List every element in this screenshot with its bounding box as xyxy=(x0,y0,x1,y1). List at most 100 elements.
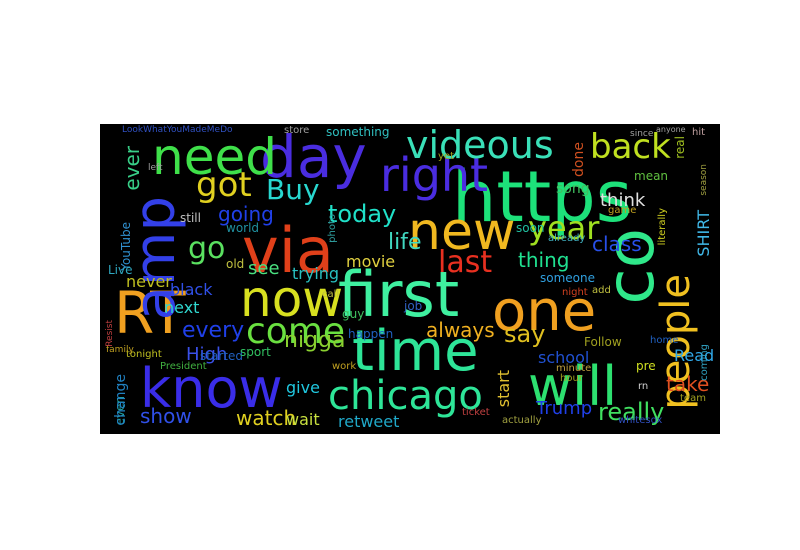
word-see: see xyxy=(248,258,280,279)
word-yet: yet xyxy=(438,151,454,162)
word-still: still xyxy=(180,211,201,225)
word-ticket: ticket xyxy=(462,407,490,418)
word-song: song xyxy=(556,181,590,197)
word-hour: hour xyxy=(560,373,583,384)
word-world: world xyxy=(226,221,260,235)
word-started: started xyxy=(200,349,243,363)
word-go: go xyxy=(188,231,226,266)
word-start: start xyxy=(494,370,513,408)
word-watch: watch xyxy=(236,406,297,430)
word-every: every xyxy=(182,318,245,343)
word-buy: Buy xyxy=(266,173,320,206)
word-season: season xyxy=(699,164,709,196)
word-time: time xyxy=(352,319,479,384)
word-happen: happen xyxy=(348,327,394,341)
word-right: right xyxy=(380,148,489,202)
word-someone: someone xyxy=(540,271,595,285)
word-say: say xyxy=(504,320,546,348)
word-going: going xyxy=(218,202,274,226)
word-will: will xyxy=(528,355,618,418)
word-game: game xyxy=(608,205,637,216)
word-literally: literally xyxy=(657,208,668,246)
word-life: life xyxy=(388,230,422,255)
word-family: family xyxy=(106,345,134,355)
word-school: school xyxy=(538,348,590,367)
word-next: next xyxy=(164,298,200,317)
word-already: already xyxy=(548,233,586,244)
word-actually: actually xyxy=(502,415,542,426)
word-ever: ever xyxy=(120,146,144,191)
word-pre: pre xyxy=(636,359,656,373)
word-since: since xyxy=(630,129,654,139)
word-know: know xyxy=(140,357,283,420)
word-come: come xyxy=(246,311,346,352)
word-home: home xyxy=(650,335,679,346)
word-left: left xyxy=(148,163,163,173)
word-sport: sport xyxy=(240,345,271,359)
word-anyone: anyone xyxy=(656,125,686,134)
word-today: today xyxy=(328,200,397,228)
word-read: Read xyxy=(674,346,715,365)
word-mean: mean xyxy=(634,169,669,183)
word-trying: trying xyxy=(292,264,340,283)
word-store: store xyxy=(284,125,310,136)
word-one: one xyxy=(492,279,597,344)
word-https: https xyxy=(452,156,633,238)
word-back: back xyxy=(590,127,671,167)
word-add: add xyxy=(592,285,611,296)
word-wait: wait xyxy=(286,410,320,429)
word-whitesox: whitesox xyxy=(618,415,663,426)
word-done: done xyxy=(571,142,587,177)
word-call: call xyxy=(322,289,340,300)
word-team: team xyxy=(680,393,706,404)
word-high: High xyxy=(186,344,228,365)
word-old: old xyxy=(226,257,245,271)
word-photo: photo xyxy=(327,214,338,243)
word-coming: coming xyxy=(699,344,710,381)
word-via: via xyxy=(242,214,334,287)
word-first: first xyxy=(338,258,460,331)
word-year: year xyxy=(528,209,600,247)
word-new: new xyxy=(408,202,516,262)
word-night: night xyxy=(562,287,588,298)
word-rt: RT xyxy=(114,279,186,347)
word-follow: Follow xyxy=(584,335,622,349)
word-tonight: tonight xyxy=(126,349,162,360)
word-day: day xyxy=(260,124,367,191)
word-show: show xyxy=(140,404,192,428)
word-cloud: https co via first new time day need know RT amp no… xyxy=(100,124,720,434)
word-got: got xyxy=(196,165,252,205)
word-thing: thing xyxy=(518,248,570,272)
word-give: give xyxy=(286,378,320,397)
word-need: need xyxy=(152,128,277,186)
word-live: Live xyxy=(108,263,133,277)
word-something: something xyxy=(326,125,390,139)
word-job: job xyxy=(404,299,423,313)
word-soon: soon xyxy=(516,221,545,235)
word-chicago: chicago xyxy=(328,373,483,419)
word-hit: hit xyxy=(692,127,706,138)
word-class: class xyxy=(592,232,642,256)
word-president: President xyxy=(160,361,207,372)
word-last: last xyxy=(438,245,493,280)
word-black: black xyxy=(170,280,213,299)
word-really: really xyxy=(598,398,665,426)
word-never: never xyxy=(126,272,172,291)
word-change: change xyxy=(113,374,129,426)
word-rn: rn xyxy=(638,381,649,392)
word-minute: minute xyxy=(556,363,592,374)
word-resist: Resist xyxy=(105,320,115,347)
word-trump: Trump xyxy=(536,398,593,419)
word-nigga: nigga xyxy=(284,328,346,353)
word-real: real xyxy=(673,136,687,159)
word-always: always xyxy=(426,318,495,342)
word-think: think xyxy=(600,190,646,211)
word-videous: videous xyxy=(406,124,554,167)
word-movie: movie xyxy=(346,252,396,271)
word-lookwhatyoumademedo: LookWhatYouMadeMeDo xyxy=(122,125,233,135)
word-guy: guy xyxy=(342,307,365,321)
word-retweet: retweet xyxy=(338,412,400,431)
word-now: now xyxy=(240,270,344,328)
word-take: take xyxy=(666,372,710,396)
word-shirt: SHIRT xyxy=(694,210,713,257)
